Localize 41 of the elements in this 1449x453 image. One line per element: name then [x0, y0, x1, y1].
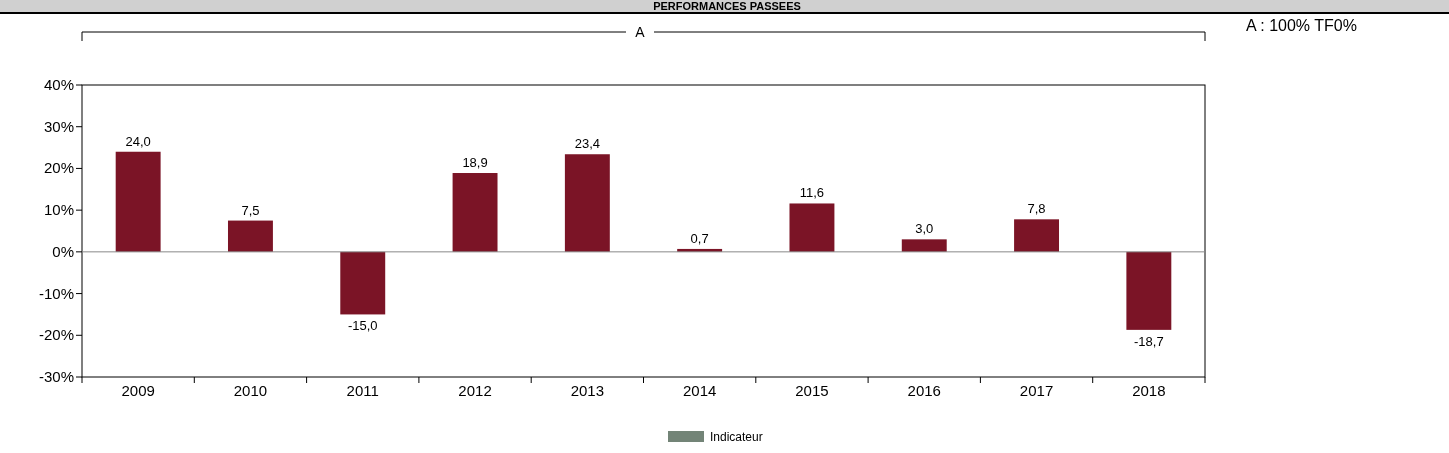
bar — [564, 154, 610, 252]
x-tick-label: 2017 — [1019, 382, 1054, 399]
y-tick-label: -30% — [38, 368, 74, 385]
data-label: -15,0 — [347, 318, 378, 334]
y-tick-label: 40% — [43, 76, 74, 93]
y-tick-label: 0% — [52, 242, 74, 260]
bar — [115, 151, 161, 252]
bar — [1126, 251, 1172, 330]
y-tick-label: 30% — [43, 117, 74, 135]
bar — [452, 173, 498, 252]
bar — [340, 251, 386, 315]
data-label: 3,0 — [915, 221, 934, 237]
text: A : 100% TF0% — [1246, 17, 1357, 34]
data-label: 7,8 — [1027, 201, 1046, 217]
bar — [1014, 219, 1060, 252]
bar — [789, 203, 835, 252]
y-tick-label: -10% — [38, 284, 74, 302]
x-tick-label: 2012 — [458, 382, 492, 399]
x-tick-label: 2016 — [907, 382, 941, 399]
data-label: 7,5 — [241, 202, 260, 218]
bar — [901, 239, 947, 252]
y-tick-label: -20% — [38, 326, 74, 344]
text: A — [635, 24, 646, 40]
x-tick-label: 2013 — [570, 382, 605, 399]
x-tick-label: 2011 — [346, 382, 379, 399]
y-tick-label: 10% — [43, 201, 74, 219]
data-label: 24,0 — [125, 133, 151, 149]
data-label: 11,6 — [799, 185, 825, 201]
data-label: 23,4 — [574, 136, 601, 152]
legend-label: Indicateur — [710, 430, 763, 444]
data-label: 18,9 — [462, 155, 488, 171]
x-tick-label: 2009 — [121, 382, 155, 399]
bar — [227, 220, 273, 252]
chart-title: PERFORMANCES PASSEES — [653, 0, 801, 12]
x-tick-label: 2018 — [1132, 382, 1166, 399]
data-label: -18,7 — [1134, 333, 1164, 349]
x-tick-label: 2010 — [233, 382, 268, 399]
x-tick-label: 2014 — [682, 382, 717, 399]
y-tick-label: 20% — [43, 159, 74, 177]
x-tick-label: 2015 — [795, 382, 829, 399]
data-label: 0,7 — [690, 230, 709, 246]
